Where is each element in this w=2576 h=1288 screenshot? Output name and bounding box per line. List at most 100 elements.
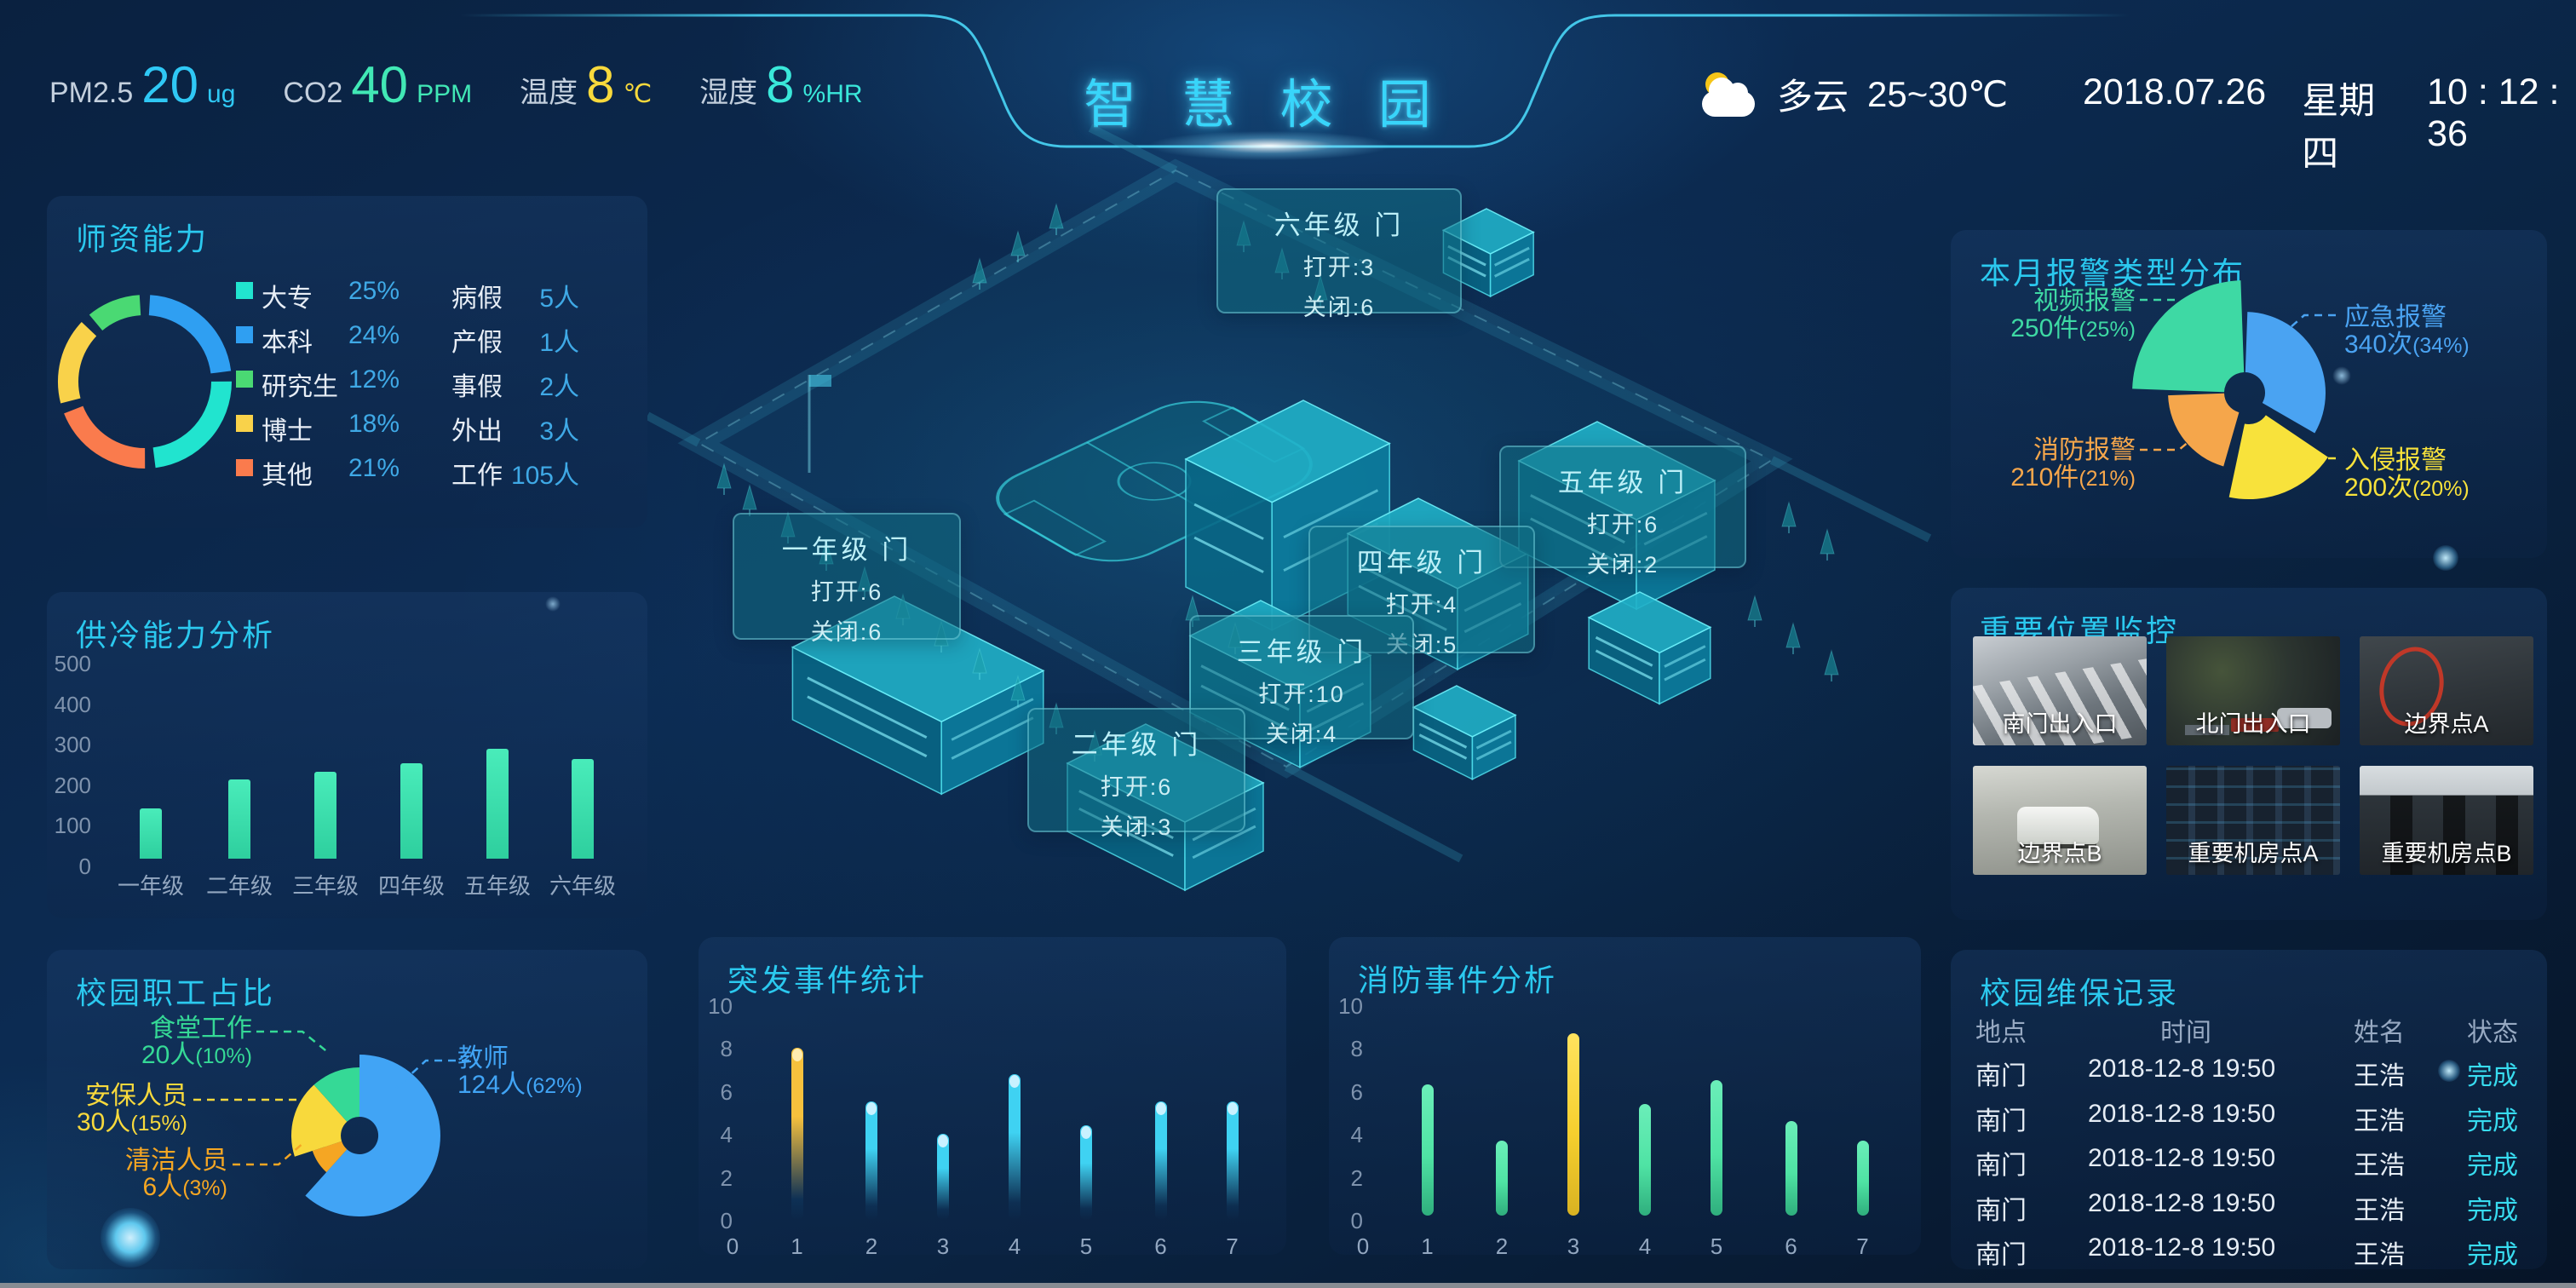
leader-line xyxy=(2287,439,2336,460)
camera-feed-重要机房点A[interactable]: 重要机房点A xyxy=(2166,766,2340,875)
legend-row: 研究生 12% 事假 2人 xyxy=(236,365,645,401)
camera-scene-detail xyxy=(2277,708,2332,728)
legend-swatch xyxy=(236,282,253,299)
table-cell: 完成 xyxy=(2467,1152,2518,1180)
y-axis-tick: 500 xyxy=(54,651,91,676)
date-text: 2018.07.26 xyxy=(2083,72,2267,112)
panel-cooling-analysis: 供冷能力分析 500 400 300 200 100 0 一年级 二年级 三年级 四年级 五年级 六年… xyxy=(47,592,647,918)
building-annex-south xyxy=(1412,685,1517,781)
bar xyxy=(486,749,509,859)
panel-title: 本月报警类型分布 xyxy=(1980,256,2246,290)
tree-icon xyxy=(972,647,987,674)
camera-feed-北门出入口[interactable]: 北门出入口 xyxy=(2166,636,2340,745)
rose-slice-视频报警 xyxy=(2132,280,2245,393)
panel-title: 校园维保记录 xyxy=(1980,975,2180,1010)
gate-closed-count: 关闭:6 xyxy=(810,619,883,645)
bar xyxy=(791,1048,803,1220)
bar xyxy=(1711,1080,1722,1216)
x-axis-label: 四年级 xyxy=(377,873,445,899)
slice-value: 30人(15%) xyxy=(77,1108,187,1136)
camera-feed-重要机房点B[interactable]: 重要机房点B xyxy=(2360,766,2533,875)
rose-slice-入侵报警 xyxy=(2228,415,2328,500)
donut-segment-大专 xyxy=(152,381,233,469)
screen-edge xyxy=(0,1283,2576,1288)
camera-feed-边界点A[interactable]: 边界点A xyxy=(2360,636,2533,745)
legend-swatch xyxy=(236,371,253,388)
x-axis-origin: 0 xyxy=(1356,1233,1370,1259)
slice-value: 250件(25%) xyxy=(2010,314,2136,342)
table-cell: 2018-12-8 19:50 xyxy=(2088,1188,2276,1217)
legend-label: 大专 xyxy=(262,285,313,313)
panel-title: 突发事件统计 xyxy=(727,963,928,998)
panel-incident-stats: 突发事件统计 10 8 6 4 2 0 0 1 2 3 4 5 6 7 xyxy=(699,937,1286,1259)
legend-value: 25% xyxy=(348,277,400,305)
x-axis-label: 1 xyxy=(791,1233,803,1259)
panel-title: 师资能力 xyxy=(76,221,210,256)
bar-cap xyxy=(1009,1074,1020,1088)
donut-segment-研究生 xyxy=(89,295,141,331)
y-axis-tick: 0 xyxy=(78,854,91,879)
weather: 多云 25~30℃ xyxy=(1702,68,2008,120)
tree-icon xyxy=(742,484,757,510)
bar xyxy=(140,808,162,859)
leader-line xyxy=(2282,313,2336,335)
legend-value: 18% xyxy=(348,410,400,438)
x-axis-label: 4 xyxy=(1008,1233,1021,1259)
camera-grid: 南门出入口 北门出入口 边界点A 边界点B 重要机房点A 重要机房点B xyxy=(1951,588,2547,920)
env-metric-label: 湿度 xyxy=(699,77,758,109)
y-axis-tick: 4 xyxy=(1350,1122,1363,1148)
bar xyxy=(1009,1073,1021,1220)
legend-label: 本科 xyxy=(262,329,313,357)
road xyxy=(645,411,701,447)
camera-label: 边界点B xyxy=(2017,841,2102,866)
y-axis-tick: 8 xyxy=(1350,1036,1363,1062)
camera-label: 南门出入口 xyxy=(2002,711,2118,737)
slice-label: 安保人员 xyxy=(85,1082,187,1110)
legend-row: 大专 25% 病假 5人 xyxy=(236,277,645,313)
legend-label: 其他 xyxy=(262,462,313,490)
building-annex-east xyxy=(1587,591,1712,705)
leave-label: 工作 xyxy=(451,462,503,490)
gate-open-count: 打开:3 xyxy=(1302,255,1376,280)
table-cell: 完成 xyxy=(2467,1196,2518,1225)
bar-cap xyxy=(1081,1126,1091,1140)
env-metric: 温度 8 ℃ xyxy=(520,60,652,111)
env-metric-value: 8 xyxy=(586,56,615,113)
table-cell: 王浩 xyxy=(2354,1241,2405,1269)
y-axis-tick: 10 xyxy=(1338,993,1363,1019)
slice-label: 视频报警 xyxy=(2033,287,2136,315)
gate-open-count: 打开:6 xyxy=(1586,512,1659,538)
env-metric-value: 20 xyxy=(141,56,199,113)
tree-icon xyxy=(1010,675,1026,701)
bar xyxy=(1639,1103,1651,1216)
camera-feed-南门出入口[interactable]: 南门出入口 xyxy=(1973,636,2147,745)
gate-closed-count: 关闭:4 xyxy=(1265,722,1338,747)
panel-camera-monitor: 重要位置监控 南门出入口 北门出入口 边界点A 边界点B 重要机房点A 重要机房点B xyxy=(1951,588,2547,920)
x-axis-label: 6 xyxy=(1785,1233,1797,1259)
bar xyxy=(1496,1140,1508,1216)
environment-metrics: PM2.5 20 ug CO2 40 PPM 温度 8 ℃ 湿度 8 %HR xyxy=(49,60,863,111)
x-axis-label: 2 xyxy=(865,1233,878,1259)
bar xyxy=(1567,1032,1579,1216)
gate-card-title: 一年级 门 xyxy=(781,535,912,565)
gate-card-二年级 门: 二年级 门打开:6 关闭:3 xyxy=(1027,708,1245,840)
panel-title: 校园职工占比 xyxy=(76,975,276,1010)
table-cell: 2018-12-8 19:50 xyxy=(2088,1233,2276,1262)
env-metric-label: CO2 xyxy=(283,77,343,109)
table-header-状态: 状态 xyxy=(2467,1019,2518,1047)
gate-closed-count: 关闭:2 xyxy=(1586,552,1659,578)
table-cell: 2018-12-8 19:50 xyxy=(2088,1099,2276,1128)
leader-line xyxy=(233,1141,305,1166)
table-cell: 南门 xyxy=(1975,1107,2027,1136)
legend-row: 博士 18% 外出 3人 xyxy=(236,410,645,446)
table-cell: 南门 xyxy=(1975,1062,2027,1090)
table-cell: 完成 xyxy=(2467,1062,2518,1090)
tree-icon xyxy=(972,257,987,284)
leave-value: 1人 xyxy=(539,329,579,357)
camera-feed-边界点B[interactable]: 边界点B xyxy=(1973,766,2147,875)
leader-line xyxy=(256,1030,331,1055)
x-axis-label: 3 xyxy=(936,1233,950,1259)
y-axis-tick: 6 xyxy=(720,1078,733,1105)
table-cell: 南门 xyxy=(1975,1241,2027,1269)
